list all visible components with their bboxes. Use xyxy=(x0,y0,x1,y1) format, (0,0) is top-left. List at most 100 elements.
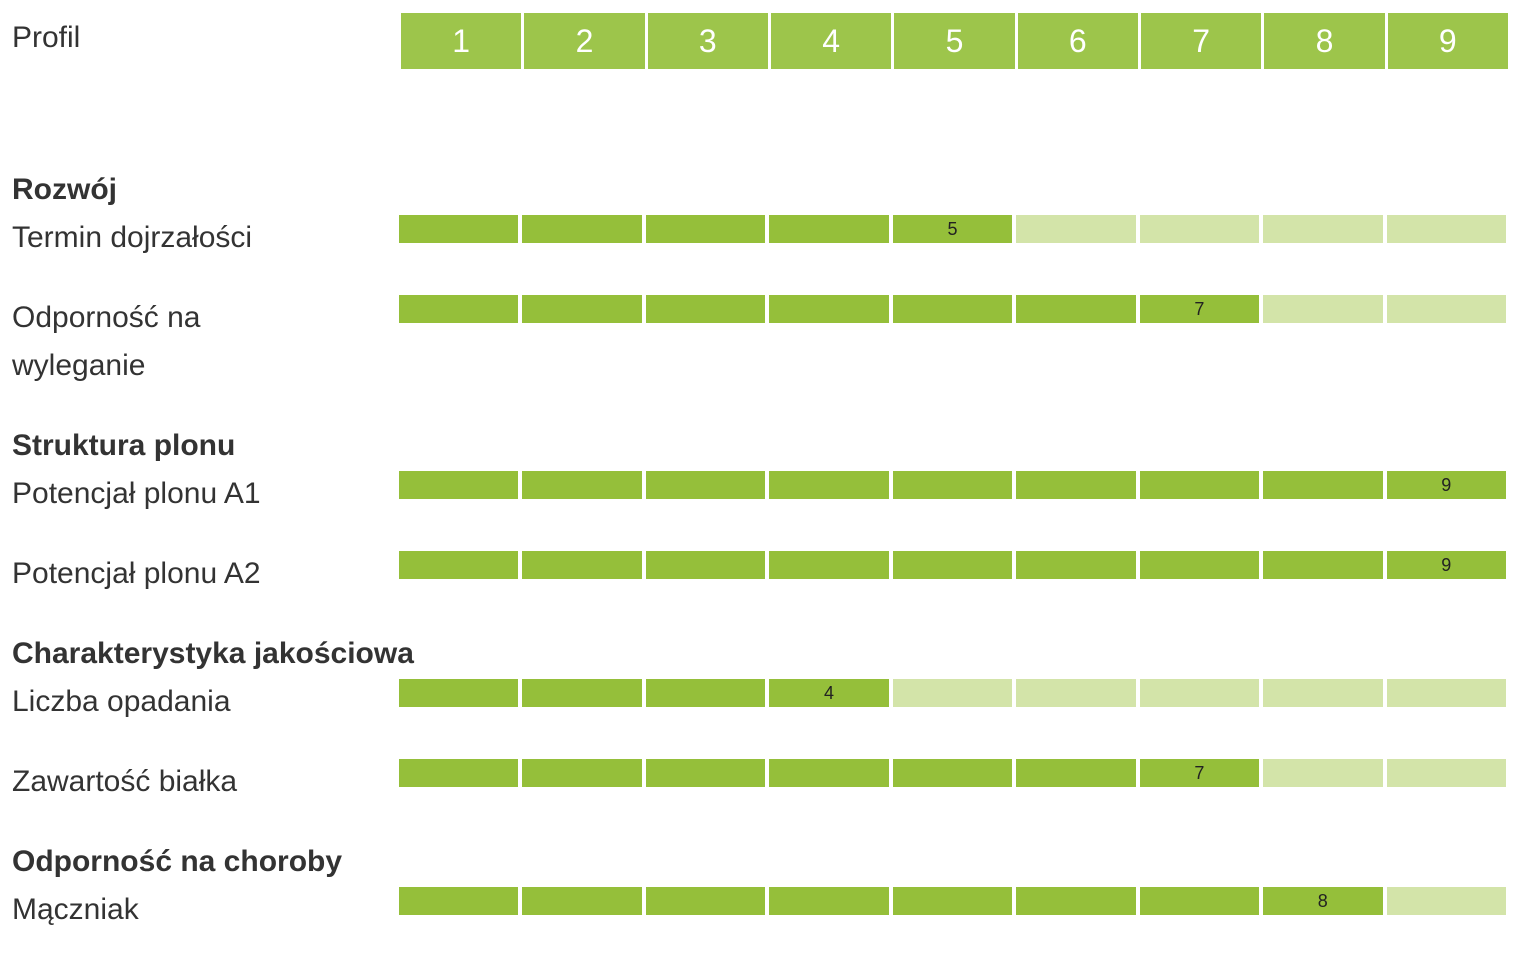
filled-segment xyxy=(645,887,766,915)
rating-row: Potencjał plonu A2 9 xyxy=(12,550,1506,598)
filled-segment xyxy=(1016,471,1136,499)
rating-bar: 4 xyxy=(399,679,1506,707)
scale-cell: 1 xyxy=(401,13,522,69)
rating-label: Potencjał plonu A2 xyxy=(12,557,261,590)
rating-row: Odporność na wyleganie 7 xyxy=(12,294,1506,390)
rating-value: 5 xyxy=(947,218,958,239)
rating-value: 4 xyxy=(824,682,835,703)
filled-segment xyxy=(1263,551,1383,579)
filled-segment xyxy=(1139,471,1260,499)
filled-segment xyxy=(522,679,642,707)
empty-segment xyxy=(1386,887,1506,915)
scale-cell: 7 xyxy=(1140,13,1262,69)
filled-segment xyxy=(645,759,766,787)
empty-segment xyxy=(1386,759,1506,787)
filled-segment xyxy=(645,215,766,243)
scale-cell: 3 xyxy=(647,13,768,69)
filled-segment xyxy=(769,215,889,243)
filled-segment xyxy=(1016,887,1136,915)
scale-cell: 9 xyxy=(1387,13,1508,69)
empty-segment xyxy=(1263,215,1383,243)
filled-segment xyxy=(769,471,889,499)
filled-segment: 9 xyxy=(1386,551,1506,579)
section-title: Struktura plonu xyxy=(12,429,236,462)
rating-bar: 8 xyxy=(399,887,1506,915)
filled-segment xyxy=(399,551,519,579)
rating-bar: 9 xyxy=(399,471,1506,499)
filled-segment xyxy=(399,471,519,499)
rating-label: Potencjał plonu A1 xyxy=(12,477,261,510)
filled-segment xyxy=(645,679,766,707)
filled-segment: 7 xyxy=(1139,759,1260,787)
empty-segment xyxy=(1139,215,1260,243)
filled-segment xyxy=(769,295,889,323)
profile-label: Profil xyxy=(12,21,81,54)
empty-segment xyxy=(1016,215,1136,243)
filled-segment: 8 xyxy=(1263,887,1383,915)
filled-segment xyxy=(645,551,766,579)
filled-segment xyxy=(769,759,889,787)
filled-segment xyxy=(522,759,642,787)
scale-cell: 4 xyxy=(770,13,892,69)
rating-label: Termin dojrzałości xyxy=(12,221,253,254)
filled-segment xyxy=(522,295,642,323)
empty-segment xyxy=(1386,215,1506,243)
filled-segment xyxy=(769,551,889,579)
empty-segment xyxy=(1016,679,1136,707)
filled-segment xyxy=(522,471,642,499)
filled-segment xyxy=(645,295,766,323)
filled-segment xyxy=(1139,551,1260,579)
rating-value: 8 xyxy=(1317,890,1328,911)
filled-segment xyxy=(1263,471,1383,499)
rating-value: 9 xyxy=(1441,554,1452,575)
rating-row: Zawartość białka 7 xyxy=(12,758,1506,806)
rating-row: Potencjał plonu A1 9 xyxy=(12,470,1506,518)
filled-segment: 4 xyxy=(769,679,889,707)
rating-value: 7 xyxy=(1194,298,1205,319)
filled-segment xyxy=(522,551,642,579)
filled-segment: 5 xyxy=(892,215,1013,243)
rating-bar: 5 xyxy=(399,215,1506,243)
rating-bar: 7 xyxy=(399,759,1506,787)
rating-bar: 9 xyxy=(399,551,1506,579)
filled-segment xyxy=(1139,887,1260,915)
filled-segment xyxy=(769,887,889,915)
empty-segment xyxy=(1263,295,1383,323)
filled-segment xyxy=(522,215,642,243)
filled-segment xyxy=(399,679,519,707)
rating-label: Odporność na wyleganie xyxy=(12,301,201,382)
scale-cell: 6 xyxy=(1017,13,1138,69)
filled-segment xyxy=(399,215,519,243)
filled-segment xyxy=(1016,295,1136,323)
filled-segment xyxy=(892,759,1013,787)
rating-row: Mączniak 8 xyxy=(12,886,1506,934)
filled-segment xyxy=(892,887,1013,915)
filled-segment xyxy=(522,887,642,915)
filled-segment xyxy=(399,887,519,915)
empty-segment xyxy=(1139,679,1260,707)
filled-segment: 9 xyxy=(1386,471,1506,499)
scale-cell: 8 xyxy=(1264,13,1385,69)
filled-segment xyxy=(1016,551,1136,579)
section-title: Charakterystyka jakościowa xyxy=(12,637,414,670)
rating-value: 9 xyxy=(1441,474,1452,495)
filled-segment: 7 xyxy=(1139,295,1260,323)
rating-label: Zawartość białka xyxy=(12,765,238,798)
filled-segment xyxy=(1016,759,1136,787)
rating-row: Termin dojrzałości 5 xyxy=(12,214,1506,262)
filled-segment xyxy=(892,471,1013,499)
filled-segment xyxy=(892,295,1013,323)
rating-label: Mączniak xyxy=(12,893,139,926)
filled-segment xyxy=(645,471,766,499)
filled-segment xyxy=(399,759,519,787)
scale-cell: 2 xyxy=(524,13,645,69)
rating-value: 7 xyxy=(1194,762,1205,783)
scale-cell: 5 xyxy=(894,13,1015,69)
rating-row: Liczba opadania 4 xyxy=(12,678,1506,726)
empty-segment xyxy=(1263,759,1383,787)
filled-segment xyxy=(892,551,1013,579)
filled-segment xyxy=(399,295,519,323)
section-title: Rozwój xyxy=(12,173,117,206)
